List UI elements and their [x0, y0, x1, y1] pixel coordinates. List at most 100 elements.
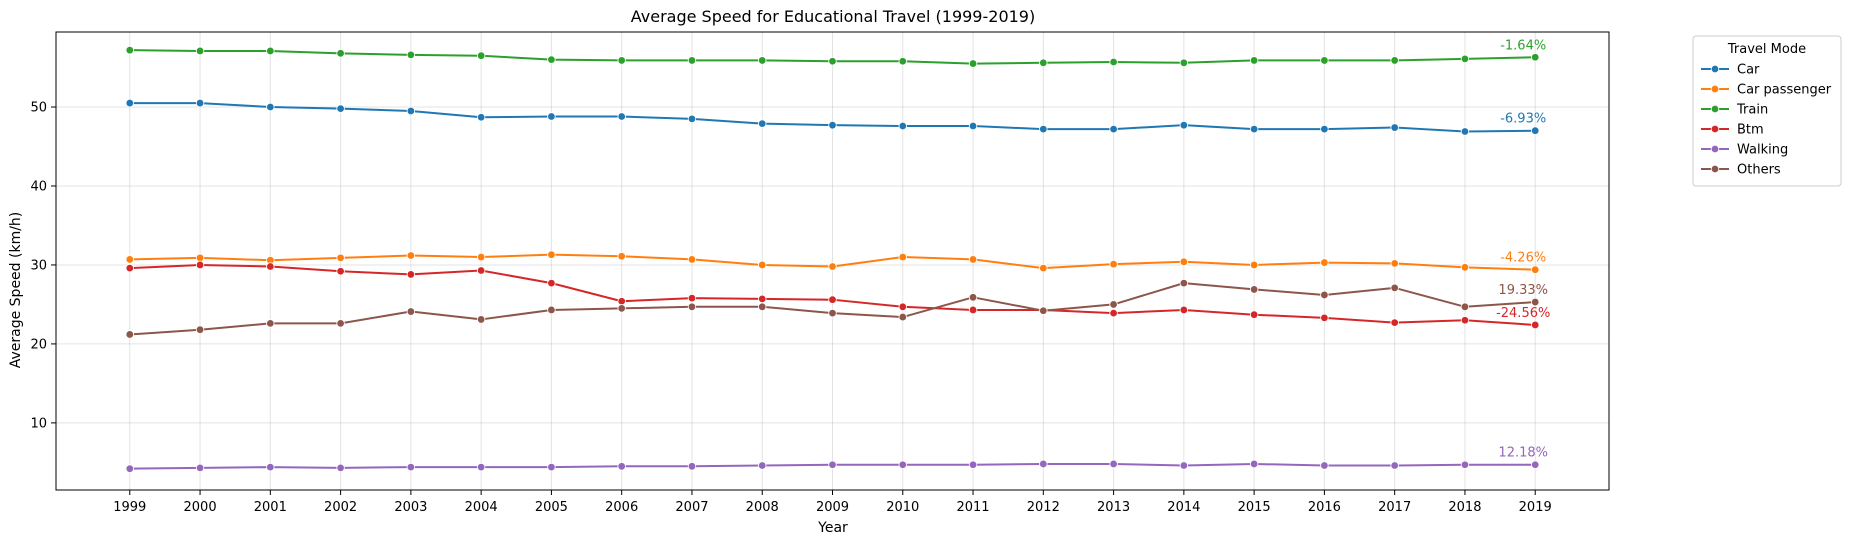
data-point-btm [617, 297, 626, 306]
data-point-btm [758, 294, 767, 304]
data-point-btm [1460, 316, 1470, 325]
data-point-walking [1039, 459, 1048, 469]
data-point-btm [1109, 308, 1118, 318]
data-point-btm [828, 295, 837, 304]
data-point-btm [1320, 313, 1329, 323]
data-point-car [1109, 124, 1118, 134]
legend-marker-car-passenger [1710, 84, 1720, 94]
legend-item-train: Train [1701, 103, 1768, 118]
data-point-car-passenger [1390, 259, 1399, 268]
data-point-walking [617, 462, 626, 471]
legend-item-walking: Walking [1701, 143, 1788, 158]
data-point-walking [968, 460, 978, 469]
data-point-others [1320, 290, 1329, 300]
change-annotation-btm: -24.56% [1496, 306, 1550, 321]
data-point-train [406, 50, 416, 60]
y-axis: 10 20 30 40 50 [30, 101, 56, 431]
data-point-car [125, 98, 134, 108]
data-point-car-passenger [758, 260, 767, 270]
data-point-btm [195, 260, 205, 270]
data-point-walking [1179, 461, 1189, 470]
chart-title: Average Speed for Educational Travel (19… [631, 7, 1035, 26]
data-point-walking [1531, 460, 1540, 469]
data-point-walking [547, 462, 556, 472]
x-tick-label: 2000 [184, 500, 217, 515]
data-point-car [1039, 124, 1048, 134]
x-tick-label: 2012 [1027, 500, 1060, 515]
legend-item-btm: Btm [1701, 123, 1764, 138]
data-point-car-passenger [898, 252, 907, 262]
data-point-train [1460, 54, 1470, 64]
data-point-train [1320, 56, 1329, 65]
data-point-car-passenger [547, 250, 556, 259]
data-point-others [476, 315, 486, 324]
data-point-walking [195, 463, 205, 473]
data-point-others [1390, 283, 1399, 293]
x-tick-label: 2005 [535, 500, 568, 515]
data-point-walking [898, 460, 907, 469]
data-point-walking [406, 462, 416, 472]
data-point-car [1249, 124, 1259, 134]
data-point-car [758, 119, 767, 128]
data-point-train [828, 57, 837, 66]
legend-label-others: Others [1737, 163, 1781, 178]
data-point-car [195, 98, 205, 108]
data-point-others [687, 302, 697, 311]
data-point-train [968, 59, 978, 68]
x-tick-label: 2004 [465, 500, 498, 515]
y-axis-title: Average Speed (km/h) [8, 212, 24, 369]
x-tick-label: 2014 [1167, 500, 1200, 515]
data-point-train [266, 46, 275, 56]
x-axis: 1999 2000 2001 2002 2003 2004 2005 2006 2007 2008… [113, 490, 1552, 515]
data-point-car [828, 120, 837, 130]
y-tick-label: 30 [30, 258, 47, 273]
data-point-car-passenger [1179, 257, 1189, 266]
data-point-walking [687, 462, 697, 471]
data-point-car-passenger [195, 253, 205, 263]
series-others [125, 278, 1540, 339]
data-point-car-passenger [687, 255, 697, 264]
data-point-btm [968, 305, 978, 315]
legend-title: Travel Mode [1727, 42, 1806, 57]
data-point-car-passenger [968, 255, 978, 264]
x-tick-label: 2019 [1519, 500, 1552, 515]
data-point-walking [1320, 461, 1329, 470]
data-point-walking [125, 464, 134, 473]
data-point-btm [547, 278, 556, 288]
data-point-car [617, 112, 626, 121]
data-point-car-passenger [125, 255, 134, 264]
x-tick-label: 2016 [1308, 500, 1341, 515]
data-point-others [1039, 306, 1048, 315]
data-point-car [1460, 127, 1470, 136]
x-tick-label: 2018 [1448, 500, 1481, 515]
data-point-car [1179, 120, 1189, 130]
data-point-walking [1390, 461, 1399, 470]
data-point-car [476, 113, 486, 122]
legend-label-car: Car [1737, 63, 1760, 78]
y-tick-label: 20 [30, 337, 47, 352]
data-point-car-passenger [1320, 258, 1329, 267]
data-point-train [195, 46, 205, 56]
data-point-walking [336, 463, 345, 473]
x-tick-label: 2001 [254, 500, 287, 515]
data-point-others [406, 307, 416, 316]
series-car-passenger [125, 250, 1540, 274]
x-tick-label: 2003 [394, 500, 427, 515]
data-point-car [336, 104, 345, 113]
change-annotation-walking: 12.18% [1498, 446, 1548, 461]
x-tick-label: 2006 [605, 500, 638, 515]
data-point-btm [1249, 310, 1259, 319]
data-point-others [828, 308, 837, 318]
data-point-others [195, 325, 205, 334]
series-walking [125, 459, 1540, 473]
data-point-car [687, 114, 697, 124]
legend-label-walking: Walking [1737, 143, 1788, 158]
legend-item-others: Others [1701, 163, 1781, 178]
data-point-others [547, 305, 556, 315]
data-point-car-passenger [1039, 263, 1048, 273]
data-point-train [687, 56, 697, 65]
data-point-car [1390, 123, 1399, 132]
y-tick-label: 40 [30, 179, 47, 194]
data-point-btm [898, 302, 907, 311]
